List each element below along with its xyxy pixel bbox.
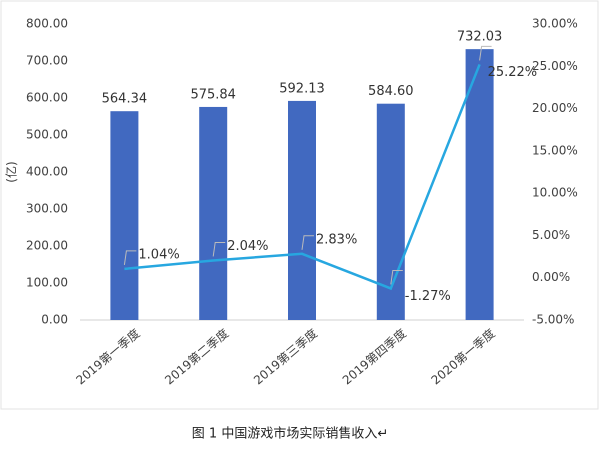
x-tick-label: 2019第三季度: [250, 325, 320, 387]
x-tick-label: 2019第二季度: [162, 325, 232, 387]
label-callout: [123, 250, 137, 265]
y2-tick-label: 20.00%: [532, 101, 578, 115]
y-tick-label: 0.00: [41, 313, 68, 327]
y-tick-label: 400.00: [26, 165, 68, 179]
y-tick-label: 800.00: [26, 17, 68, 31]
y-tick-label: 600.00: [26, 91, 68, 105]
label-callout: [479, 45, 492, 61]
label-callout: [212, 241, 226, 257]
label-callout: [390, 269, 403, 285]
y-tick-label: 200.00: [26, 239, 68, 253]
y2-tick-label: 10.00%: [532, 186, 578, 200]
y2-tick-label: -5.00%: [532, 313, 574, 327]
x-tick-label: 2019第一季度: [73, 325, 143, 387]
line-value-label: 2.04%: [227, 239, 268, 254]
line-value-label: 1.04%: [138, 247, 179, 262]
bar: [465, 49, 494, 321]
y2-tick-label: 25.00%: [532, 59, 578, 73]
chart-title: 图 1 中国游戏市场实际销售收入↵: [192, 426, 388, 442]
bar-value-label: 584.60: [368, 84, 414, 99]
bar-value-label: 732.03: [457, 30, 503, 45]
y-tick-label: 100.00: [26, 276, 68, 290]
line-value-label: -1.27%: [405, 289, 451, 304]
line-value-label: 2.83%: [316, 232, 357, 247]
bar-value-label: 564.34: [102, 92, 148, 107]
label-callout: [301, 235, 314, 250]
y2-tick-label: 0.00%: [532, 270, 570, 284]
y-axis-label: (亿): [4, 161, 19, 182]
y-tick-label: 300.00: [26, 202, 68, 216]
y2-tick-label: 5.00%: [532, 228, 570, 242]
bar-value-label: 575.84: [190, 87, 236, 102]
bar: [110, 111, 139, 320]
y2-tick-label: 15.00%: [532, 143, 578, 157]
chart-frame: [0, 0, 599, 410]
y2-tick-label: 30.00%: [532, 17, 578, 31]
bar: [199, 106, 228, 320]
line: [124, 63, 481, 291]
line-value-label: 25.22%: [488, 65, 538, 80]
bar-value-label: 592.13: [279, 81, 325, 96]
bar: [288, 100, 316, 321]
x-tick-label: 2020第一季度: [428, 325, 498, 387]
y-tick-label: 700.00: [26, 54, 68, 68]
x-tick-label: 2019第四季度: [339, 325, 409, 387]
y-tick-label: 500.00: [26, 128, 68, 142]
